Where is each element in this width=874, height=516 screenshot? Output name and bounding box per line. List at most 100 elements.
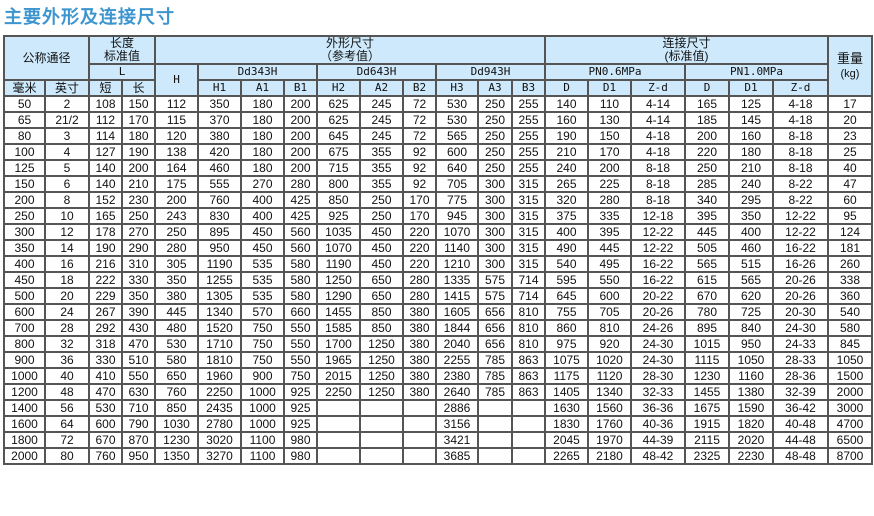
table-cell: 975: [544, 335, 589, 353]
table-cell: [359, 431, 404, 449]
table-cell: 4-14: [630, 111, 686, 129]
table-cell: 18: [44, 271, 90, 289]
table-cell: 95: [827, 207, 873, 225]
table-cell: 714: [511, 287, 546, 305]
table-cell: 600: [88, 415, 123, 433]
table-cell: 245: [359, 127, 404, 145]
table-cell: 20-22: [630, 287, 686, 305]
table-row: 300 12 178 270 250 895 450 560 1035 450 220 1070 300…: [3, 223, 873, 241]
table-row: 1600 64 600 790 1030 2780 1000 925 3156 1830 1760 4…: [3, 415, 873, 433]
table-cell: 945: [435, 207, 479, 225]
table-cell: 350: [728, 207, 774, 225]
table-cell: 180: [240, 95, 285, 113]
table-cell: 1200: [3, 383, 46, 401]
table-cell: 1075: [544, 351, 589, 369]
table-cell: 250: [477, 143, 513, 161]
table-cell: 36: [44, 351, 90, 369]
table-cell: 785: [477, 383, 513, 401]
table-cell: 470: [121, 335, 156, 353]
table-cell: 315: [511, 191, 546, 209]
table-cell: 108: [88, 95, 123, 113]
table-row: 500 20 229 350 380 1305 535 580 1290 650 280 1415 57…: [3, 287, 873, 305]
table-cell: 645: [316, 127, 361, 145]
table-cell: 1380: [728, 383, 774, 401]
subheader-cell: D1: [587, 79, 632, 97]
table-cell: 255: [511, 111, 546, 129]
table-cell: 380: [402, 335, 437, 353]
table-row: 200 8 152 230 200 760 400 425 850 250 170 775 300 315…: [3, 191, 873, 209]
table-cell: 1100: [240, 431, 285, 449]
table-cell: 164: [154, 159, 199, 177]
table-cell: 114: [88, 127, 123, 145]
table-cell: 165: [684, 95, 730, 113]
table-cell: 1915: [684, 415, 730, 433]
table-cell: 1700: [316, 335, 361, 353]
table-cell: 250: [121, 207, 156, 225]
table-cell: 210: [544, 143, 589, 161]
table-cell: 115: [154, 111, 199, 129]
subheader-cell: A3: [477, 79, 513, 97]
table-cell: 530: [88, 399, 123, 417]
table-cell: 425: [283, 207, 318, 225]
table-cell: 1630: [544, 399, 589, 417]
table-cell: 400: [3, 255, 46, 273]
table-cell: 32-39: [772, 383, 829, 401]
table-cell: 395: [684, 207, 730, 225]
table-cell: 130: [587, 111, 632, 129]
table-cell: 20-30: [772, 303, 829, 321]
table-cell: 350: [121, 287, 156, 305]
table-cell: 600: [3, 303, 46, 321]
table-cell: 5: [44, 159, 90, 177]
table-cell: 750: [283, 367, 318, 385]
table-cell: 2255: [435, 351, 479, 369]
table-cell: 670: [88, 431, 123, 449]
table-cell: 1190: [316, 255, 361, 273]
table-cell: 3: [44, 127, 90, 145]
table-cell: 645: [544, 287, 589, 305]
table-cell: 2435: [197, 399, 242, 417]
table-cell: 315: [511, 175, 546, 193]
table-cell: 2325: [684, 447, 730, 465]
table-cell: 2000: [827, 383, 873, 401]
table-cell: 16-22: [630, 271, 686, 289]
table-cell: 620: [728, 287, 774, 305]
table-cell: 280: [283, 175, 318, 193]
table-cell: 600: [435, 143, 479, 161]
table-cell: 1400: [3, 399, 46, 417]
table-cell: 16: [44, 255, 90, 273]
table-cell: 355: [359, 159, 404, 177]
table-cell: 1035: [316, 223, 361, 241]
table-cell: 535: [240, 255, 285, 273]
table-cell: 12: [44, 223, 90, 241]
table-cell: 3000: [827, 399, 873, 417]
table-cell: 860: [544, 319, 589, 337]
table-row: 1000 40 410 550 650 1960 900 750 2015 1250 380 2380…: [3, 367, 873, 385]
table-cell: 750: [240, 319, 285, 337]
table-cell: 660: [283, 303, 318, 321]
table-cell: 2020: [728, 431, 774, 449]
header-length-line1: 长度: [109, 36, 134, 50]
subheader-cell: 毫米: [3, 79, 46, 97]
header-connection-line1: 连接尺寸: [662, 36, 711, 50]
header-weight: 重量 (kg): [827, 35, 873, 97]
table-cell: 625: [316, 111, 361, 129]
table-cell: 800: [3, 335, 46, 353]
table-cell: 1250: [359, 383, 404, 401]
table-cell: 450: [240, 239, 285, 257]
table-cell: 450: [3, 271, 46, 289]
table-cell: [511, 447, 546, 465]
table-cell: 180: [240, 143, 285, 161]
table-cell: 1000: [240, 383, 285, 401]
table-cell: 863: [511, 367, 546, 385]
header-pn06: PN0.6MPa: [544, 63, 686, 81]
table-cell: 36-36: [630, 399, 686, 417]
table-cell: 380: [402, 319, 437, 337]
table-cell: 72: [402, 127, 437, 145]
table-cell: 1100: [240, 447, 285, 465]
table-row: 50 2 108 150 112 350 180 200 625 245 72 530 250 255 14…: [3, 95, 873, 113]
table-cell: 150: [587, 127, 632, 145]
table-cell: 810: [511, 335, 546, 353]
table-cell: 400: [240, 191, 285, 209]
table-cell: 12-22: [772, 223, 829, 241]
table-cell: [316, 399, 361, 417]
